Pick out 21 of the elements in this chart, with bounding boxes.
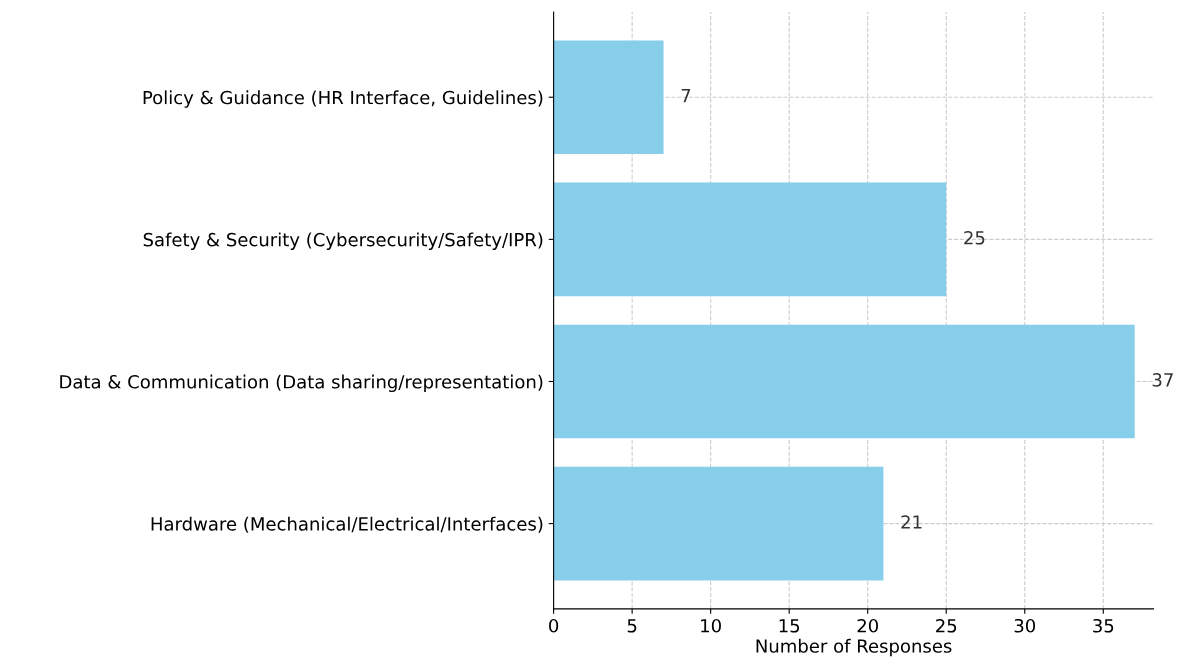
bar (553, 182, 947, 297)
x-tick-label: 5 (627, 619, 637, 633)
x-tick-label: 25 (936, 618, 957, 633)
x-tick-label: 10 (701, 618, 721, 633)
x-axis-title: Number of Responses (756, 638, 952, 657)
x-tick-label: 35 (1093, 618, 1114, 633)
data-label: 21 (901, 515, 922, 529)
x-tick-label: 15 (779, 619, 800, 633)
bar (553, 324, 1135, 439)
x-tick-label: 30 (1014, 618, 1036, 633)
bar (553, 466, 884, 581)
y-tick-label: Safety & Security (Cybersecurity/Safety/IPR) (143, 232, 543, 250)
y-tick-label: Policy & Guidance (HR Interface, Guidelines) (143, 90, 543, 108)
y-tick-label: Data & Communication (Data sharing/representation) (60, 374, 543, 393)
data-label: 37 (1152, 373, 1173, 387)
x-tick-label: 0 (549, 618, 559, 633)
data-label: 7 (681, 89, 691, 103)
y-tick-label: Hardware (Mechanical/Electrical/Interfaces) (151, 516, 543, 533)
x-tick-label: 20 (857, 618, 878, 633)
bar (553, 40, 664, 155)
data-label: 25 (964, 230, 985, 245)
